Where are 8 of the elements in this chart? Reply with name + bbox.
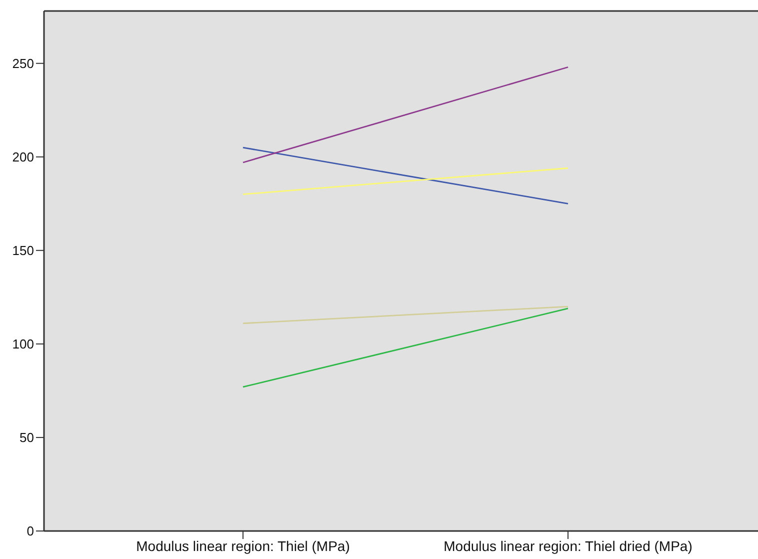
y-tick-label: 200 — [12, 150, 34, 165]
y-tick-label: 150 — [12, 243, 34, 258]
x-tick-label: Modulus linear region: Thiel (MPa) — [136, 538, 350, 554]
y-tick-label: 250 — [12, 56, 34, 71]
x-tick-label: Modulus linear region: Thiel dried (MPa) — [444, 538, 692, 554]
y-tick-label: 50 — [20, 430, 34, 446]
y-tick-label: 100 — [12, 336, 34, 352]
y-tick-label: 0 — [26, 524, 34, 539]
